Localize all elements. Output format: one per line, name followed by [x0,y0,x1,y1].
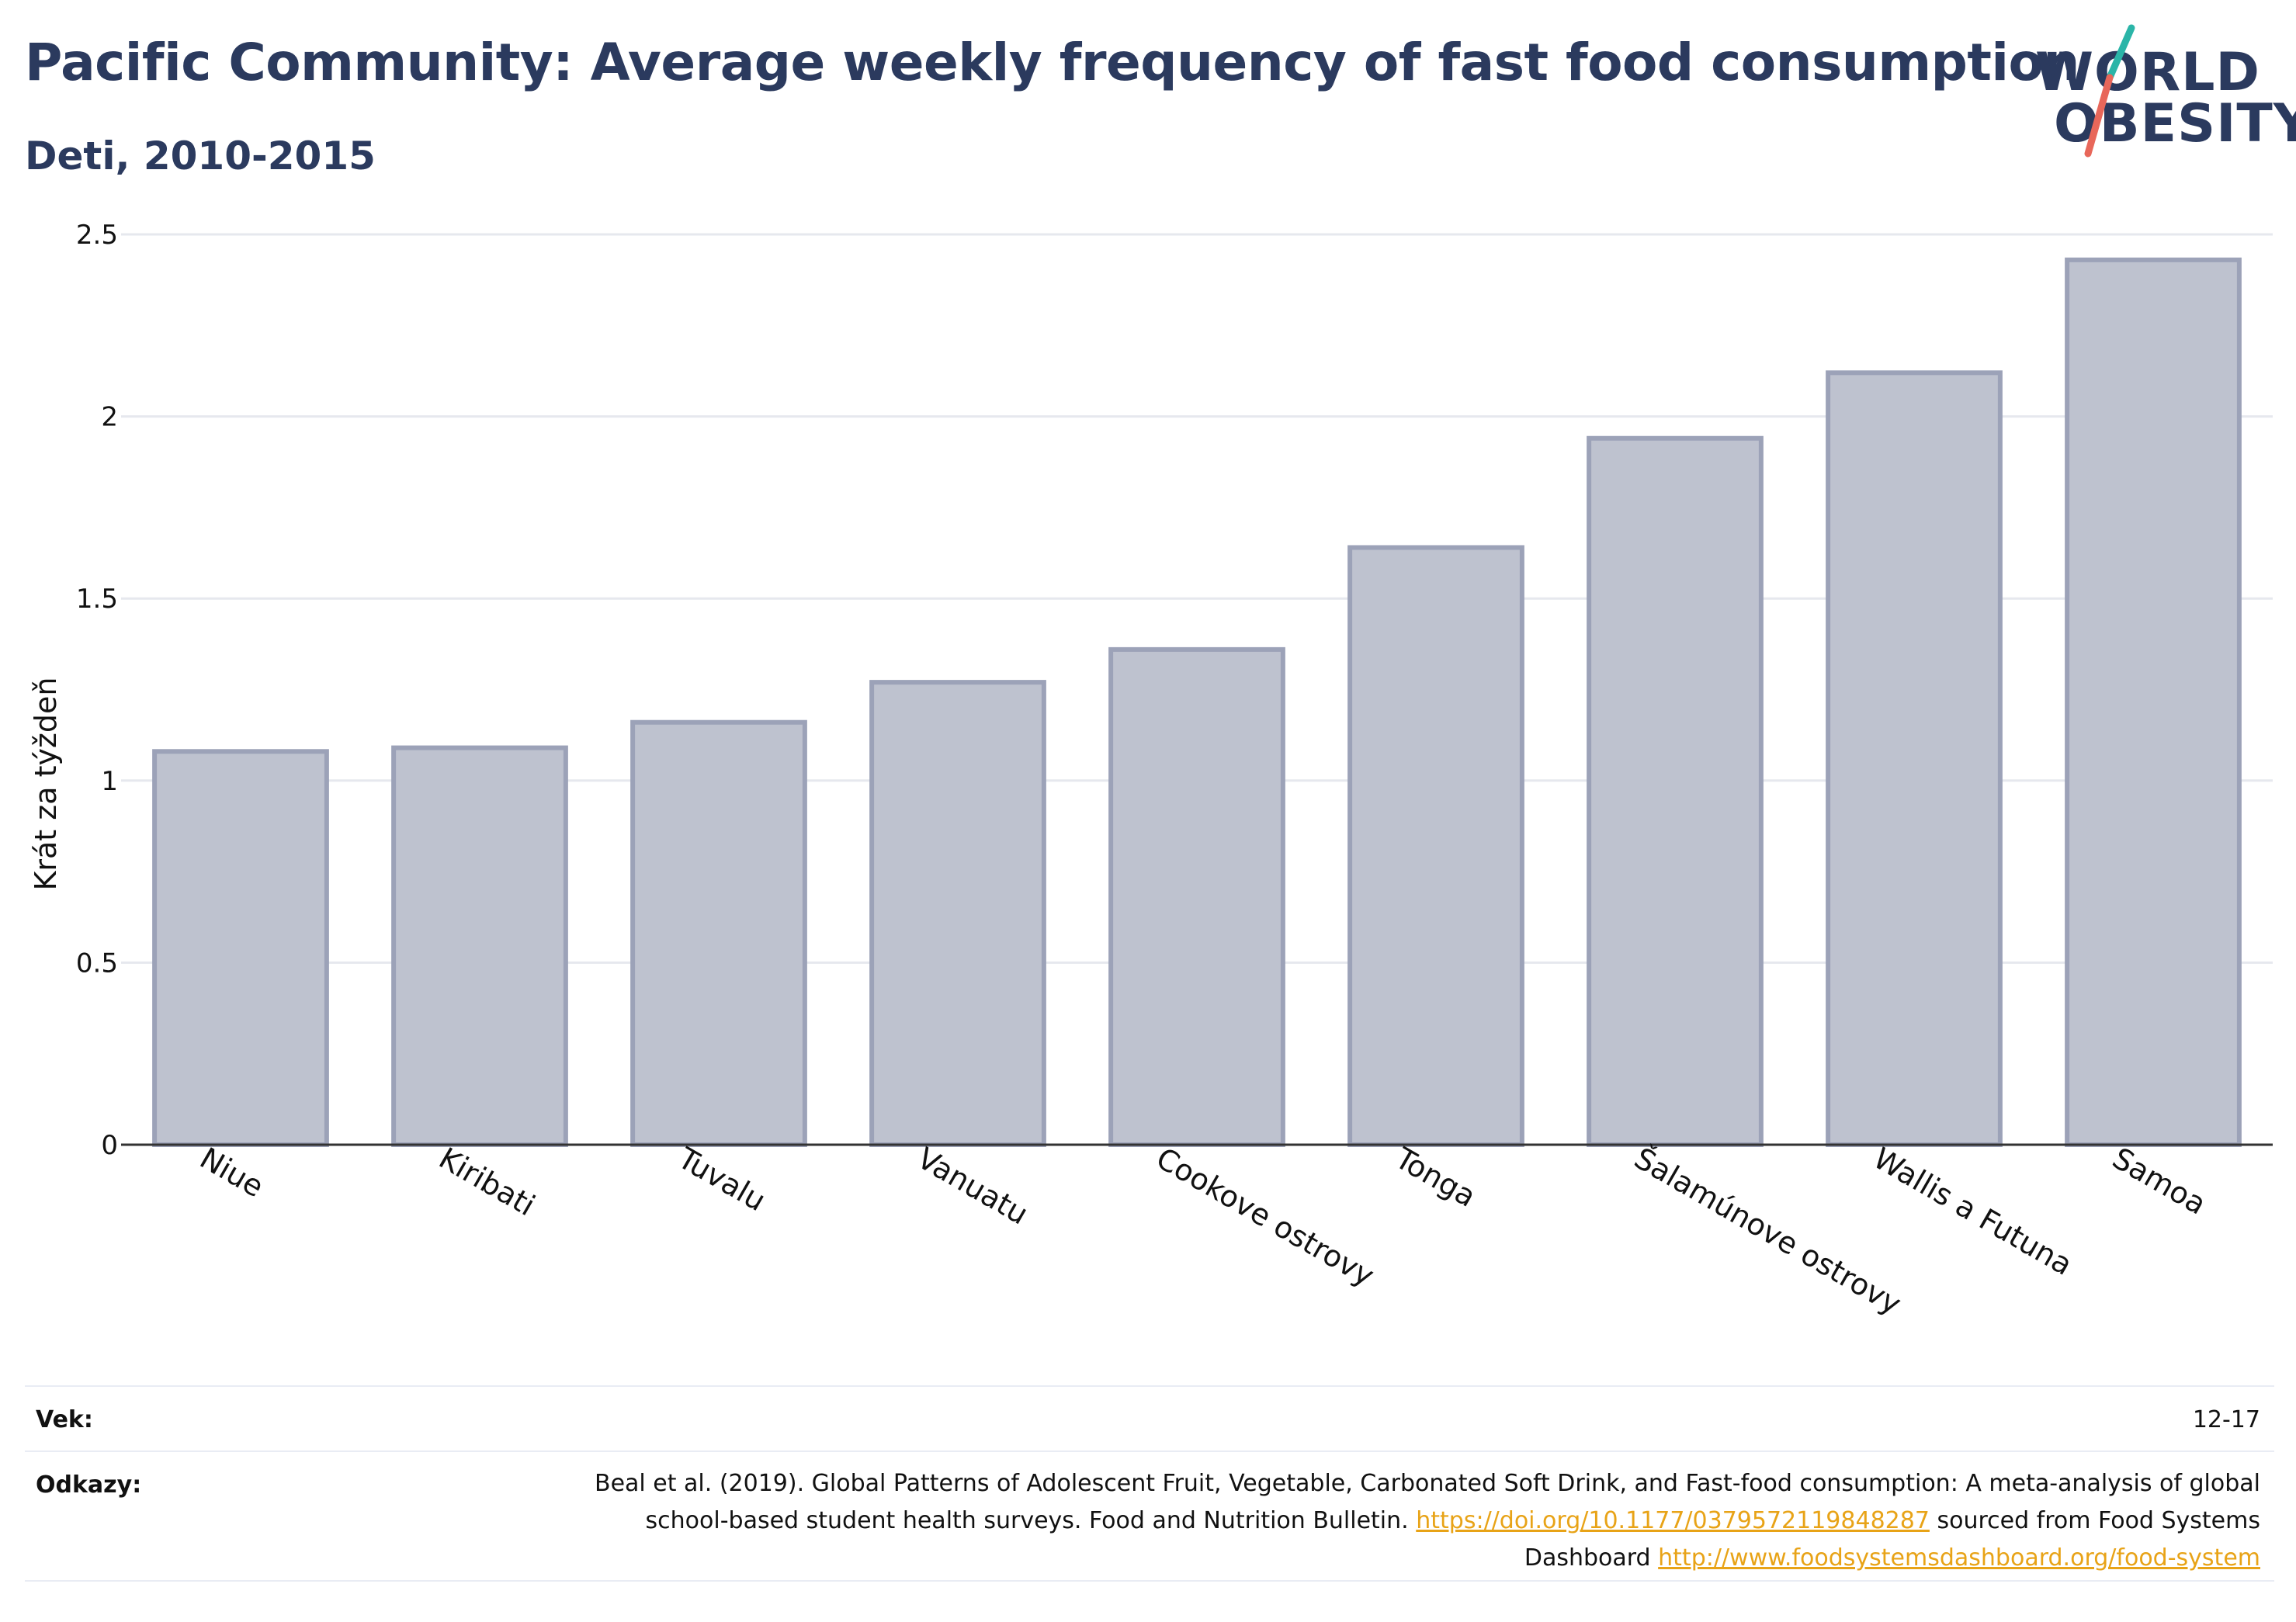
bars [152,257,2242,1148]
x-tick-label: Cookove ostrovy [1150,1141,1380,1293]
y-tick-label: 0 [101,1130,118,1161]
bar-kiribati[interactable] [391,745,568,1148]
y-tick-label: 2 [101,402,118,433]
x-tick-label: Wallis a Futuna [1868,1141,2078,1282]
age-value: 12-17 [2192,1406,2260,1433]
references-text: Beal et al. (2019). Global Patterns of A… [591,1465,2260,1577]
logo-word-world: WORLD [2035,42,2260,103]
age-label: Vek: [36,1406,93,1433]
x-tick-label: Kiribati [433,1141,541,1222]
x-tick-labels: Niue Kiribati Tuvalu Vanuatu Cookove ostrovy… [194,1141,2211,1322]
bar-samoa[interactable] [2065,257,2242,1147]
footer-divider [25,1385,2274,1387]
bar-tuvalu[interactable] [630,719,807,1147]
chart-title: Pacific Community: Average weekly freque… [25,33,2079,92]
x-tick-label: Tuvalu [671,1141,771,1218]
y-tick-label: 0.5 [76,948,118,979]
y-tick-label: 1.5 [76,584,118,615]
x-tick-label: Šalamúnove ostrovy [1628,1141,1907,1321]
bar-vanuatu[interactable] [869,680,1046,1147]
bar-tonga[interactable] [1347,545,1524,1147]
y-axis-label: Krát za týždeň [29,677,63,890]
y-tick-label: 2.5 [76,220,118,251]
y-tick-label: 1 [101,766,118,797]
bar-wallis-a-futuna[interactable] [1826,370,2003,1147]
y-tick-labels: 0 0.5 1 1.5 2 2.5 [76,220,118,1161]
x-tick-label: Vanuatu [911,1141,1034,1231]
chart-subtitle: Deti, 2010-2015 [25,133,376,178]
x-tick-label: Tonga [1389,1141,1481,1214]
reference-source: sourced from Food Systems Dashboard [1524,1507,2260,1572]
footer-divider [25,1450,2274,1452]
bar-cookove-ostrovy[interactable] [1108,646,1285,1147]
world-obesity-logo[interactable]: WORLD OBESITY [2026,23,2296,163]
references-label: Odkazy: [36,1471,142,1499]
bar-šalamúnove-ostrovy[interactable] [1587,435,1764,1147]
bar-chart: 0 0.5 1 1.5 2 2.5 Niue Kiribati Tuvalu Vanuatu Co… [29,220,2273,1322]
logo-slash-icon [2084,24,2135,158]
x-tick-label: Niue [194,1141,269,1204]
doi-link[interactable]: https://doi.org/10.1177/0379572119848287 [1416,1507,1930,1534]
reference-citation: Beal et al. (2019). Global Patterns of A… [594,1470,2260,1534]
footer-divider [25,1580,2274,1582]
x-tick-label: Samoa [2107,1141,2211,1222]
dashboard-link[interactable]: http://www.foodsystemsdashboard.org/food… [1658,1544,2260,1572]
bar-niue[interactable] [152,749,329,1147]
